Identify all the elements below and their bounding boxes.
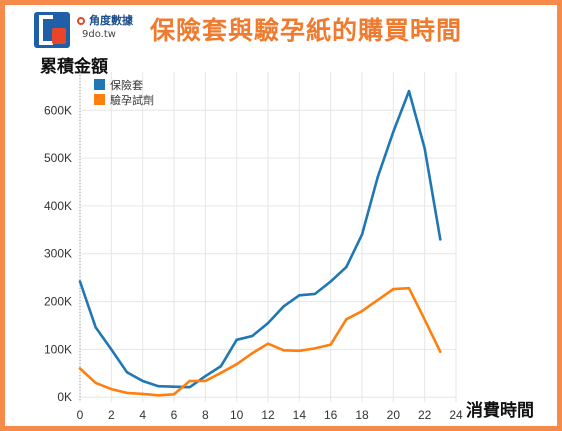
x-axis-label: 消費時間 — [466, 401, 534, 421]
y-tick-label: 600K — [44, 103, 72, 117]
data-point — [204, 374, 207, 378]
data-point — [266, 342, 270, 345]
data-point — [298, 294, 301, 297]
data-point — [439, 238, 442, 241]
data-point — [188, 379, 191, 383]
x-tick-label: 14 — [293, 408, 307, 422]
data-point — [125, 391, 129, 395]
x-tick-label: 20 — [387, 408, 401, 422]
logo-dot-icon — [77, 17, 85, 25]
data-point — [329, 343, 332, 346]
y-tick-label: 400K — [44, 199, 72, 213]
data-point — [94, 326, 97, 329]
data-point — [282, 349, 285, 352]
y-tick-label: 100K — [44, 342, 72, 356]
x-tick-label: 4 — [139, 408, 146, 422]
data-point — [266, 321, 270, 325]
x-tick-label: 16 — [324, 408, 338, 422]
data-point — [313, 292, 317, 296]
data-point — [407, 89, 411, 93]
data-point — [188, 385, 191, 389]
x-tick-label: 0 — [77, 408, 84, 422]
data-point — [110, 387, 113, 391]
y-tick-label: 300K — [44, 247, 72, 261]
y-axis-label: 累積金額 — [40, 57, 108, 77]
data-point — [392, 287, 395, 291]
data-point — [94, 381, 97, 385]
data-point — [125, 371, 129, 374]
data-point — [110, 348, 113, 351]
x-tick-label: 6 — [171, 408, 178, 422]
series-line-1 — [78, 286, 442, 397]
data-point — [439, 350, 442, 353]
data-point — [219, 364, 223, 368]
data-point — [345, 265, 348, 269]
chart-title: 保險套與驗孕紙的購買時間 — [150, 16, 463, 45]
data-point — [204, 379, 207, 383]
data-point — [251, 352, 254, 355]
logo-text: 角度數據 — [89, 14, 133, 27]
y-tick-label: 200K — [44, 295, 72, 309]
data-point — [376, 298, 379, 302]
x-tick-label: 12 — [261, 408, 275, 422]
logo-url: 9do.tw — [82, 29, 116, 40]
y-tick-label: 500K — [44, 151, 72, 165]
x-tick-label: 24 — [449, 408, 463, 422]
data-point — [313, 347, 317, 350]
data-point — [360, 309, 364, 313]
brand-logo-icon — [34, 12, 70, 48]
x-tick-label: 8 — [202, 408, 209, 422]
data-point — [172, 393, 176, 396]
x-tick-label: 18 — [355, 408, 369, 422]
data-point — [172, 385, 176, 388]
data-point — [157, 385, 160, 388]
y-tick-label: 0K — [57, 390, 72, 404]
data-point — [329, 280, 332, 283]
data-point — [78, 367, 82, 370]
x-tick-label: 10 — [230, 408, 244, 422]
data-point — [392, 130, 395, 133]
data-point — [423, 318, 426, 321]
data-point — [219, 371, 223, 375]
data-point — [157, 394, 160, 397]
data-point — [423, 147, 426, 150]
data-point — [235, 338, 238, 342]
series-line-0 — [78, 89, 442, 389]
x-tick-label: 22 — [418, 408, 432, 422]
data-point — [376, 176, 379, 179]
data-point — [407, 286, 411, 290]
legend-label: 驗孕試劑 — [110, 93, 154, 107]
data-point — [141, 392, 144, 396]
data-point — [298, 349, 301, 353]
data-point — [235, 363, 238, 366]
x-tick-label: 2 — [108, 408, 115, 422]
legend-label: 保險套 — [110, 78, 143, 92]
data-point — [78, 280, 82, 283]
data-point — [360, 233, 364, 236]
legend-swatch — [94, 94, 105, 105]
data-point — [345, 318, 348, 321]
data-point — [141, 379, 144, 383]
legend-swatch — [94, 79, 105, 90]
data-point — [282, 305, 285, 308]
data-point — [251, 334, 254, 338]
